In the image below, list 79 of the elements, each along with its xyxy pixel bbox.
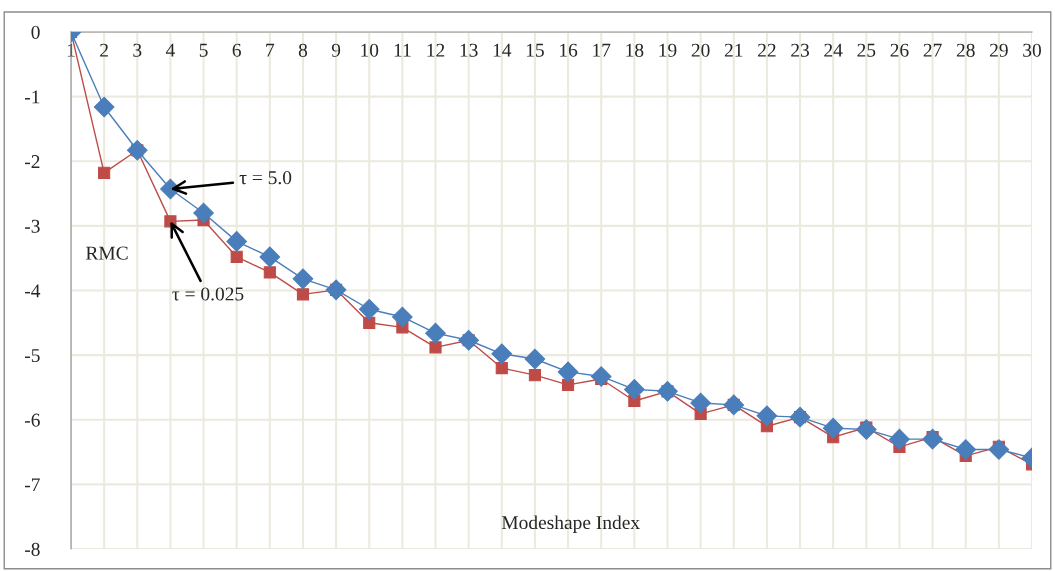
point	[690, 392, 711, 414]
x-tick-label: 28	[956, 43, 975, 57]
point	[988, 439, 1010, 460]
y-tick-label: -6	[24, 413, 40, 427]
point	[495, 361, 508, 375]
point	[855, 419, 877, 440]
annotation: RMC	[85, 246, 128, 260]
x-tick-label: 23	[791, 43, 809, 57]
point	[723, 394, 745, 416]
point	[296, 288, 310, 301]
x-tick-label: 8	[298, 43, 308, 57]
point	[363, 316, 376, 329]
annotation: τ = 5.0	[239, 171, 292, 185]
point	[98, 166, 111, 179]
x-tick-label: 17	[593, 43, 611, 57]
point	[491, 343, 513, 365]
x-tick-label: 30	[1023, 43, 1041, 57]
point	[458, 329, 479, 351]
point	[590, 366, 612, 387]
point	[230, 250, 243, 263]
point	[624, 379, 645, 400]
point	[889, 428, 910, 450]
x-tick-label: 22	[758, 43, 776, 57]
y-tick-label: -1	[24, 90, 40, 104]
point	[955, 439, 977, 460]
x-tick-label: 25	[857, 43, 876, 57]
x-tick-label: 13	[460, 43, 478, 57]
y-tick-label: -2	[24, 155, 40, 168]
point	[756, 405, 778, 427]
x-tick-label: 2	[100, 43, 108, 57]
y-tick-label: -8	[24, 542, 40, 556]
x-tick-label: 19	[659, 43, 677, 57]
x-tick-label: 4	[165, 43, 175, 57]
x-tick-label: 11	[394, 43, 411, 57]
point	[561, 378, 575, 391]
point	[528, 369, 542, 382]
point	[822, 417, 844, 439]
y-tick-label: 0	[31, 25, 40, 39]
y-tick-label: -4	[24, 284, 41, 298]
x-tick-label: 20	[691, 43, 710, 57]
x-tick-label: 27	[923, 43, 942, 57]
point	[789, 406, 811, 428]
x-tick-label: 14	[493, 43, 512, 57]
point	[922, 428, 943, 450]
y-tick-label: -3	[24, 219, 40, 233]
point	[429, 341, 442, 354]
point	[325, 279, 347, 301]
y-tick-label: -7	[24, 478, 40, 492]
point	[557, 361, 579, 383]
x-axis-title: Modeshape Index	[501, 515, 640, 534]
x-tick-label: 1	[67, 43, 75, 57]
point	[226, 231, 248, 252]
point	[425, 322, 446, 344]
x-tick-label: 6	[232, 43, 241, 57]
point	[392, 306, 413, 328]
x-tick-label: 21	[724, 43, 743, 57]
point	[259, 246, 281, 268]
point	[193, 202, 214, 224]
point	[358, 298, 380, 320]
point	[292, 268, 314, 290]
point	[126, 139, 148, 161]
x-tick-label: 26	[890, 43, 909, 57]
x-tick-label: 15	[526, 43, 544, 57]
x-tick-label: 3	[133, 43, 142, 57]
x-tick-label: 12	[427, 43, 445, 57]
x-tick-label: 16	[560, 43, 578, 57]
x-tick-label: 9	[331, 43, 341, 57]
x-tick-label: 7	[266, 43, 275, 57]
point	[93, 96, 115, 118]
x-tick-label: 18	[626, 43, 644, 57]
y-tick-label: -5	[24, 349, 40, 363]
point	[524, 348, 546, 370]
point	[263, 266, 276, 279]
x-tick-label: 5	[199, 43, 208, 57]
point	[657, 380, 678, 402]
x-tick-label: 29	[989, 43, 1008, 57]
x-tick-label: 24	[824, 43, 843, 57]
annotation: τ = 0.025	[172, 287, 244, 301]
x-tick-label: 10	[361, 43, 379, 57]
